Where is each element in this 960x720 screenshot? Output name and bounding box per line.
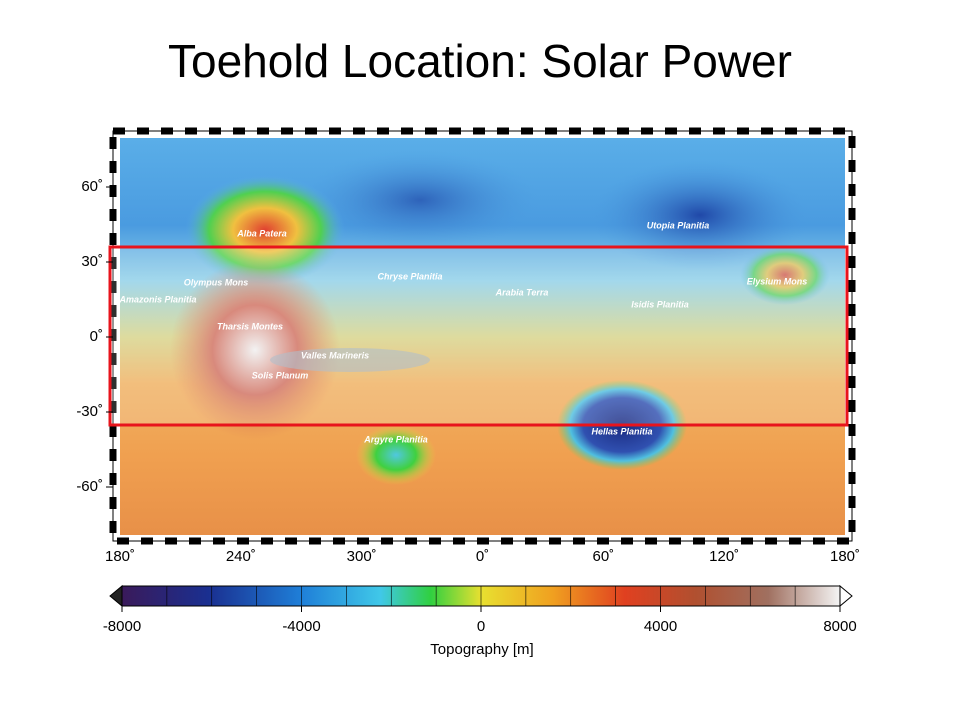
region-label: Utopia Planitia bbox=[647, 220, 710, 230]
colorbar-tick-label: -8000 bbox=[103, 618, 141, 635]
region-label: Elysium Mons bbox=[747, 276, 808, 286]
lat-tick-label: -30˚ bbox=[76, 403, 103, 420]
region-label: Argyre Planitia bbox=[363, 434, 428, 444]
region-label: Arabia Terra bbox=[495, 287, 549, 297]
lon-tick-label: 300˚ bbox=[347, 548, 377, 565]
colorbar-tick-label: -4000 bbox=[282, 618, 320, 635]
lat-tick-label: 30˚ bbox=[81, 253, 103, 270]
map bbox=[108, 127, 856, 545]
region-label: Alba Patera bbox=[236, 228, 287, 238]
colorbar-tick-label: 0 bbox=[477, 618, 485, 635]
region-label: Olympus Mons bbox=[184, 277, 249, 287]
region-label: Amazonis Planitia bbox=[118, 294, 196, 304]
region-label: Isidis Planitia bbox=[631, 299, 689, 309]
colorbar-tick-label: 4000 bbox=[644, 618, 677, 635]
lat-tick-label: 60˚ bbox=[81, 178, 103, 195]
region-label: Tharsis Montes bbox=[217, 321, 283, 331]
region-label: Hellas Planitia bbox=[591, 426, 652, 436]
colorbar-tick-label: 8000 bbox=[823, 618, 856, 635]
lon-tick-label: 0˚ bbox=[476, 548, 489, 565]
lat-tick-label: -60˚ bbox=[76, 478, 103, 495]
highlight-box bbox=[108, 245, 849, 427]
lon-tick-label: 240˚ bbox=[226, 548, 256, 565]
region-label: Chryse Planitia bbox=[377, 271, 442, 281]
colorbar-label: Topography [m] bbox=[430, 641, 533, 658]
lon-tick-label: 120˚ bbox=[709, 548, 739, 565]
lon-tick-label: 180˚ bbox=[105, 548, 135, 565]
lon-tick-label: 180˚ bbox=[830, 548, 860, 565]
lon-tick-label: 60˚ bbox=[592, 548, 614, 565]
slide-title: Toehold Location: Solar Power bbox=[168, 35, 792, 87]
region-label: Valles Marineris bbox=[301, 350, 369, 360]
region-label: Solis Planum bbox=[252, 370, 309, 380]
lat-tick-label: 0˚ bbox=[90, 328, 103, 345]
